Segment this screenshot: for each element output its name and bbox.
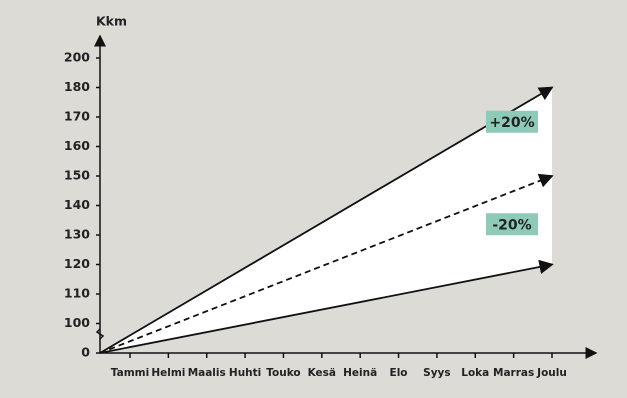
axis-break (95, 328, 105, 340)
annotation: -20% (492, 217, 531, 233)
y-tick-label: 140 (64, 197, 90, 212)
y-tick-label: 130 (64, 227, 90, 242)
x-tick-label: Loka (461, 367, 489, 379)
x-tick-label: Joulu (536, 367, 567, 379)
x-tick-label: Kesä (308, 367, 336, 379)
trend-line (99, 173, 554, 354)
x-tick-label: Helmi (151, 367, 185, 379)
y-tick-label: 180 (64, 79, 90, 94)
y-tick-label: 100 (64, 315, 90, 330)
y-tick-label: 160 (64, 138, 90, 153)
x-tick-label: Touko (266, 367, 300, 379)
trend-line (99, 259, 554, 354)
y-tick-label: 120 (64, 256, 90, 271)
x-tick-label: Marras (493, 367, 534, 379)
y-tick-label: 0 (81, 345, 90, 360)
x-tick-label: Huhti (229, 367, 261, 379)
x-tick-label: Maalis (188, 367, 226, 379)
y-tick-label: 110 (64, 286, 90, 301)
x-tick-label: Tammi (111, 367, 149, 379)
annotation-box (486, 110, 538, 133)
trend-line (99, 86, 554, 354)
y-tick-label: 170 (64, 109, 90, 124)
y-axis-label: Kkm (96, 14, 127, 29)
y-tick-label: 150 (64, 168, 90, 183)
x-tick-label: Heinä (343, 367, 377, 379)
annotation-box (486, 213, 538, 236)
x-tick-label: Syys (423, 367, 451, 379)
y-tick-label: 200 (64, 50, 90, 65)
x-tick-label: Elo (390, 367, 408, 379)
annotation: +20% (489, 115, 534, 131)
